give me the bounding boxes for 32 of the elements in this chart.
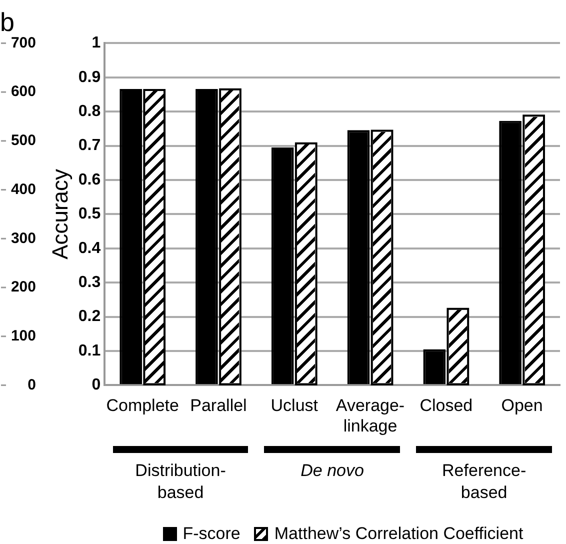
y2-tick-label: 500 [10, 132, 36, 150]
y-tick-label: 0.9 [78, 68, 101, 86]
chart-title: b [0, 6, 14, 37]
legend-label: F-score [182, 524, 240, 544]
y2-tick-label: 100 [10, 327, 36, 344]
y-tick-label: 1 [92, 34, 101, 52]
y2-tick-label: 400 [10, 180, 36, 198]
x-tick-label: Parallel [190, 396, 247, 416]
y2-tick-label: 300 [10, 230, 36, 247]
x-tick-label: Average-linkage [336, 396, 405, 436]
y2-tick-label: 200 [10, 278, 36, 296]
text: Distribution-based [134, 460, 227, 504]
text: De novo [300, 460, 365, 482]
x-tick-label: Open [501, 396, 543, 416]
y-tick-label: 0.2 [78, 308, 101, 326]
y2-tick-label: 0 [28, 376, 36, 394]
y2-tick-label: 700 [10, 34, 36, 52]
legend-label: Matthew’s Correlation Coefficient [274, 524, 524, 544]
y-tick-label: 0.4 [78, 240, 101, 257]
x-tick-label: Uclust [270, 396, 318, 416]
y-tick-label: 0.8 [78, 103, 101, 120]
y-tick-label: 0.5 [78, 206, 101, 223]
y2-tick-label: 600 [10, 83, 36, 100]
text: Reference-based [441, 460, 528, 504]
y-tick-label: 0 [92, 376, 101, 394]
x-tick-label: Complete [106, 396, 179, 416]
x-tick-label: Closed [420, 396, 473, 416]
y-tick-label: 0.6 [78, 171, 101, 188]
y-tick-label: 0.7 [78, 137, 101, 154]
y-axis-title: Accuracy [47, 168, 72, 260]
y-tick-label: 0.1 [78, 342, 101, 360]
y-tick-label: 0.3 [78, 274, 101, 292]
